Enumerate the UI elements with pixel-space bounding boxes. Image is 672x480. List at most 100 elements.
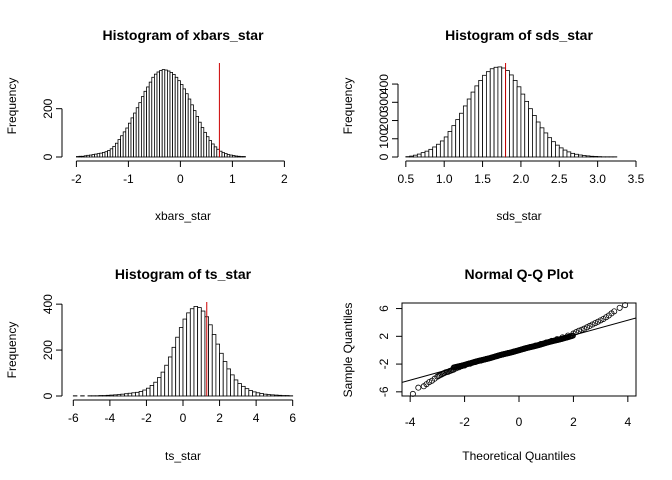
y-tick-label: 300 <box>377 92 391 112</box>
histogram-bar <box>120 393 125 397</box>
histogram-bar <box>439 140 445 158</box>
histogram-bar <box>432 146 437 158</box>
histogram-bar <box>512 80 518 158</box>
histogram-bar <box>505 70 510 158</box>
histogram-bar <box>424 150 430 158</box>
x-tick-label: -2 <box>141 411 152 425</box>
x-tick-label: 2 <box>281 172 288 186</box>
chart-title: Histogram of ts_star <box>115 266 252 282</box>
histogram-bar <box>528 108 533 158</box>
y-tick-label: -2 <box>377 358 391 369</box>
histogram-bar <box>482 74 487 158</box>
histogram-bar <box>581 155 587 158</box>
histogram-bar <box>109 394 114 397</box>
histogram-bar <box>501 67 506 158</box>
x-axis: -4 -2 0 2 4 <box>405 396 631 429</box>
y-tick-label: -6 <box>377 386 391 397</box>
histogram-bar <box>428 148 434 158</box>
histogram-bar <box>193 306 199 397</box>
x-tick-label: 0 <box>180 411 187 425</box>
histogram-bars <box>405 63 618 158</box>
histogram-bar <box>420 152 426 158</box>
qq-point <box>554 336 561 343</box>
x-axis: 0.5 1.0 1.5 2.0 2.5 3.0 3.5 <box>397 160 645 186</box>
histogram-bar <box>226 368 231 397</box>
histogram-bar <box>252 391 257 397</box>
qq-point <box>510 348 517 355</box>
histogram-bar <box>509 74 514 158</box>
y-tick-label: 200 <box>377 110 391 130</box>
histogram-bar <box>149 385 155 397</box>
histogram-bar <box>164 364 169 397</box>
y-axis: 0 200 400 <box>41 294 63 399</box>
y-tick-label: 400 <box>377 74 391 94</box>
histogram-bar <box>447 131 453 158</box>
qq-point <box>622 302 629 309</box>
histogram-bar <box>497 66 503 158</box>
x-tick-label: 1 <box>229 172 236 186</box>
qq-point <box>564 332 571 339</box>
x-tick-label: 2.5 <box>551 172 568 186</box>
histogram-bar <box>182 318 188 397</box>
histogram-bars <box>72 302 294 397</box>
histogram-bar <box>233 379 239 397</box>
chart-title: Histogram of xbars_star <box>102 27 264 43</box>
x-tick-label: 3.5 <box>628 172 645 186</box>
histogram-bar <box>197 307 202 397</box>
histogram-bar <box>277 394 283 397</box>
y-axis-label: Frequency <box>5 78 19 135</box>
x-tick-label: 6 <box>289 411 296 425</box>
histogram-bar <box>413 154 418 158</box>
qq-point <box>559 334 566 341</box>
histogram-bar <box>219 352 224 397</box>
histogram-bar <box>259 393 264 397</box>
x-axis-label: Theoretical Quantiles <box>462 449 575 463</box>
qq-point <box>616 304 623 311</box>
y-axis-label: Frequency <box>341 78 355 135</box>
histogram-bar <box>222 361 228 397</box>
histogram-bar <box>237 383 242 397</box>
histogram-bar <box>478 80 483 158</box>
histogram-bar <box>520 93 526 158</box>
y-tick-label: 200 <box>41 340 55 360</box>
histogram-bar <box>270 394 275 397</box>
y-tick-label: 0 <box>41 392 55 399</box>
histogram-bar <box>524 100 529 158</box>
histogram-bar <box>462 105 468 158</box>
x-tick-label: 3.0 <box>589 172 606 186</box>
histogram-bar <box>113 394 118 397</box>
histogram-bar <box>178 327 184 397</box>
x-tick-label: -4 <box>405 415 416 429</box>
histogram-bar <box>489 68 495 158</box>
qq-point <box>543 339 550 346</box>
histogram-bar <box>211 334 217 397</box>
histogram-bar <box>485 71 491 158</box>
qq-points <box>402 302 636 397</box>
x-tick-label: -1 <box>123 172 134 186</box>
histogram-bar <box>558 147 564 158</box>
qq-point <box>516 347 523 354</box>
histogram-bar <box>263 393 268 397</box>
x-axis: -2 -1 0 1 2 <box>71 160 288 186</box>
histogram-bar <box>105 394 111 397</box>
qq-point <box>505 349 512 356</box>
histogram-bar <box>160 371 166 397</box>
histogram-bar <box>470 91 476 158</box>
x-tick-label: 4 <box>253 411 260 425</box>
histogram-bar <box>443 136 449 158</box>
histogram-bar <box>474 85 480 158</box>
histogram-bar <box>455 119 460 158</box>
histogram-bar <box>146 387 151 397</box>
histogram-bar <box>593 156 599 158</box>
x-tick-label: -4 <box>105 411 116 425</box>
x-tick-label: 4 <box>624 415 631 429</box>
histogram-bar <box>539 127 545 158</box>
qq-point <box>488 354 495 361</box>
histogram-bar <box>451 125 457 158</box>
y-tick-label: 100 <box>377 128 391 148</box>
histogram-bar <box>570 152 576 158</box>
histogram-bar <box>131 392 136 397</box>
qq-point <box>578 326 585 333</box>
